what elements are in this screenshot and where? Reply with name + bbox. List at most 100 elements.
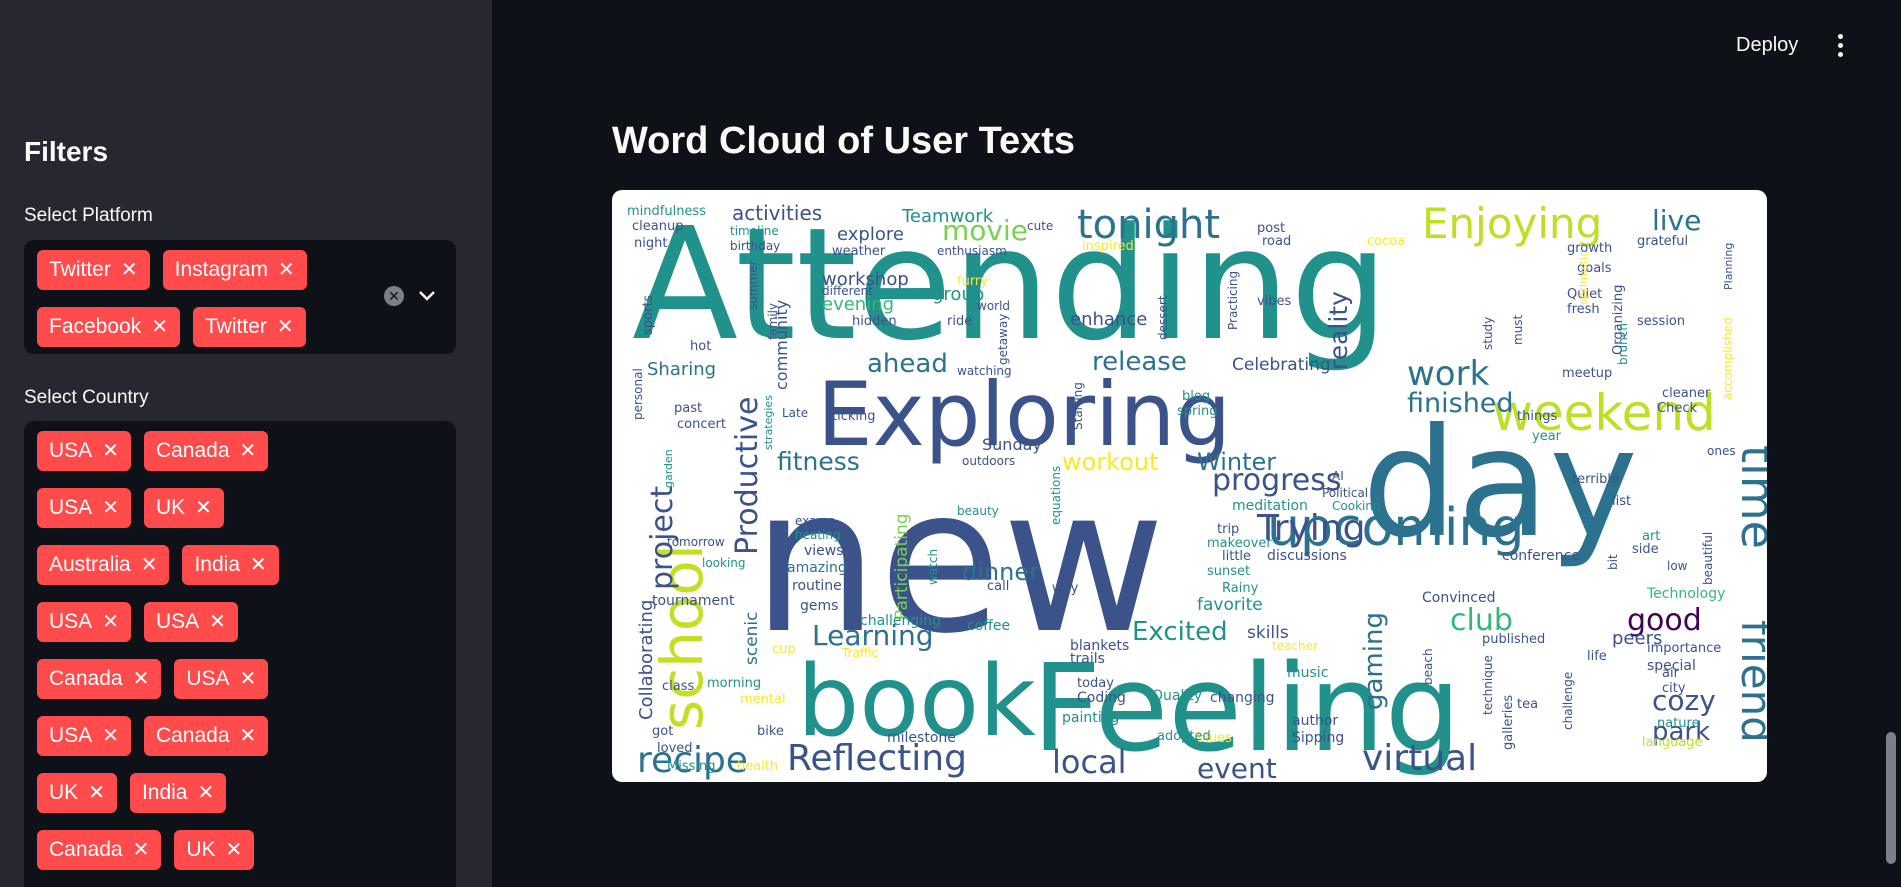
- country-chip[interactable]: Canada ✕: [143, 431, 269, 471]
- clear-circle-icon[interactable]: ✕: [384, 286, 404, 306]
- country-chip-label: USA: [49, 439, 93, 462]
- word-cloud-word: dinner: [962, 558, 1039, 586]
- word-cloud-word: mental: [740, 692, 786, 707]
- word-cloud-word: accomplished: [1721, 317, 1735, 400]
- word-cloud-word: Cooking: [1332, 499, 1381, 513]
- word-cloud-word: tea: [1517, 697, 1538, 712]
- remove-chip-icon[interactable]: ✕: [102, 497, 119, 519]
- country-chip-label: Canada: [155, 439, 230, 462]
- word-cloud-word: Sipping: [1292, 730, 1344, 746]
- word-cloud-word: morning: [707, 676, 761, 691]
- country-chip-label: Canada: [155, 724, 230, 747]
- word-cloud-word: conference: [1502, 548, 1580, 564]
- platform-multiselect[interactable]: Twitter ✕ Instagram ✕ Facebook ✕ Twitter ✕ ✕: [24, 240, 456, 354]
- word-cloud-word: equations: [1049, 466, 1063, 525]
- word-cloud-word: terrible: [1572, 472, 1619, 487]
- word-cloud-word: fitness: [777, 447, 860, 476]
- country-chip[interactable]: UK ✕: [174, 830, 255, 870]
- country-chip[interactable]: USA ✕: [143, 602, 238, 642]
- word-cloud-word: looking: [702, 556, 746, 570]
- word-cloud-word: technique: [1481, 655, 1495, 715]
- word-cloud-word: workout: [1062, 448, 1159, 476]
- word-cloud-word: spring: [1177, 404, 1217, 419]
- word-cloud-word: low: [1667, 559, 1688, 573]
- word-cloud-word: different: [822, 284, 873, 298]
- remove-chip-icon[interactable]: ✕: [197, 782, 215, 804]
- platform-chip[interactable]: Instagram ✕: [162, 250, 307, 290]
- word-cloud-word: blog: [1182, 389, 1210, 404]
- word-cloud-word: Practicing: [1226, 271, 1240, 330]
- word-cloud-word: heating: [795, 528, 841, 542]
- word-cloud-word: meditation: [1232, 498, 1308, 514]
- word-cloud-word: event: [1197, 752, 1277, 782]
- country-chip[interactable]: USA ✕: [37, 488, 131, 528]
- remove-chip-icon[interactable]: ✕: [88, 782, 105, 804]
- word-cloud-word: park: [1652, 717, 1710, 747]
- word-cloud-word: blankets: [1070, 638, 1129, 654]
- remove-chip-icon[interactable]: ✕: [102, 725, 119, 747]
- word-cloud-word: hot: [690, 339, 711, 354]
- country-chip[interactable]: Australia ✕: [37, 545, 170, 585]
- word-cloud-word: strategies: [762, 395, 775, 450]
- country-chip[interactable]: India ✕: [129, 773, 227, 813]
- scrollbar[interactable]: [1886, 732, 1896, 864]
- remove-chip-icon[interactable]: ✕: [132, 839, 150, 861]
- word-cloud-word: group: [932, 284, 984, 305]
- remove-chip-icon[interactable]: ✕: [132, 668, 150, 690]
- word-cloud-word: finished: [1407, 388, 1514, 419]
- remove-chip-icon[interactable]: ✕: [225, 839, 243, 861]
- country-chip[interactable]: UK ✕: [143, 488, 224, 528]
- word-cloud-word: bike: [757, 724, 784, 739]
- country-chip[interactable]: USA ✕: [37, 602, 131, 642]
- word-cloud-word: importance: [1647, 641, 1721, 656]
- remove-chip-icon[interactable]: ✕: [239, 440, 257, 462]
- word-cloud-word: health: [737, 759, 778, 774]
- country-chip[interactable]: USA ✕: [37, 716, 131, 756]
- word-cloud-word: friend: [1732, 620, 1767, 743]
- word-cloud-word: Political: [1322, 486, 1368, 500]
- word-cloud-word: enthusiasm: [937, 244, 1007, 258]
- chevron-down-icon[interactable]: [418, 290, 436, 302]
- remove-chip-icon[interactable]: ✕: [120, 259, 138, 281]
- remove-chip-icon[interactable]: ✕: [102, 611, 119, 633]
- country-chip[interactable]: UK ✕: [37, 773, 117, 813]
- country-chip[interactable]: India ✕: [182, 545, 279, 585]
- word-cloud-word: gaming: [1359, 612, 1389, 710]
- remove-chip-icon[interactable]: ✕: [140, 554, 158, 576]
- country-chip[interactable]: Canada ✕: [143, 716, 269, 756]
- word-cloud-word: explore: [837, 224, 904, 245]
- word-cloud-word: sunset: [1207, 564, 1250, 579]
- remove-chip-icon[interactable]: ✕: [277, 259, 295, 281]
- remove-chip-icon[interactable]: ✕: [239, 725, 257, 747]
- platform-chip-label: Twitter: [205, 315, 267, 338]
- country-multiselect[interactable]: USA ✕ Canada ✕ USA ✕ UK ✕ Australia ✕ India ✕ USA ✕ US…: [24, 421, 456, 887]
- word-cloud-word: galleries: [1501, 695, 1516, 750]
- word-cloud-word: Sharing: [647, 359, 716, 380]
- platform-chip[interactable]: Facebook ✕: [37, 307, 180, 347]
- remove-chip-icon[interactable]: ✕: [250, 554, 267, 576]
- platform-chip[interactable]: Twitter ✕: [193, 307, 306, 347]
- word-cloud-word: Enjoying: [1422, 199, 1602, 248]
- word-cloud-word: discussions: [1267, 548, 1347, 564]
- vertical-dots-icon[interactable]: [1830, 34, 1850, 60]
- remove-chip-icon[interactable]: ✕: [239, 668, 257, 690]
- country-chip-label: USA: [49, 496, 93, 519]
- word-cloud-word: furry: [957, 274, 988, 289]
- country-chip[interactable]: USA ✕: [174, 659, 269, 699]
- country-chip[interactable]: USA ✕: [37, 431, 131, 471]
- word-cloud-word: Late: [782, 406, 808, 420]
- deploy-button[interactable]: Deploy: [1736, 34, 1799, 56]
- remove-chip-icon[interactable]: ✕: [209, 611, 226, 633]
- word-cloud-word: vibes: [1257, 294, 1292, 309]
- word-cloud-word: gems: [800, 598, 838, 614]
- country-chip[interactable]: Canada ✕: [37, 659, 162, 699]
- word-cloud-word: good: [1627, 603, 1702, 638]
- remove-chip-icon[interactable]: ✕: [276, 316, 294, 338]
- remove-chip-icon[interactable]: ✕: [195, 497, 212, 519]
- country-chip[interactable]: Canada ✕: [37, 830, 162, 870]
- word-cloud-word: road: [1262, 234, 1291, 249]
- remove-chip-icon[interactable]: ✕: [102, 440, 119, 462]
- remove-chip-icon[interactable]: ✕: [151, 316, 168, 338]
- platform-chip[interactable]: Twitter ✕: [37, 250, 150, 290]
- word-cloud-word: skills: [1247, 623, 1289, 643]
